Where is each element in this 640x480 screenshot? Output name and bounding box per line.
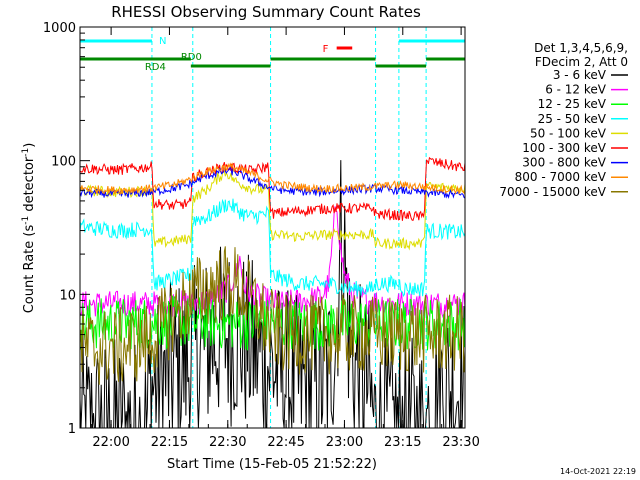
- status-flag-bars: N F RD0 RD4: [80, 36, 465, 73]
- plot-frame: [79, 26, 466, 429]
- y-axis-label-end: ): [22, 143, 37, 148]
- legend-label-0: 3 - 6 keV: [553, 68, 607, 82]
- x-tick-label-1: 22:15: [151, 435, 188, 450]
- legend-header-1: Det 1,3,4,5,6,9,: [534, 41, 628, 55]
- x-tick-label-6: 23:30: [442, 435, 479, 450]
- rd4-flag-label: RD4: [145, 62, 166, 73]
- legend: Det 1,3,4,5,6,9, FDecim 2, Att 0 3 - 6 k…: [499, 41, 628, 199]
- chart-title: RHESSI Observing Summary Count Rates: [111, 3, 421, 21]
- legend-label-8: 7000 - 15000 keV: [499, 185, 606, 199]
- x-tick-label-2: 22:30: [209, 435, 246, 450]
- x-tick-label-4: 23:00: [326, 435, 363, 450]
- x-tick-label-0: 22:00: [92, 435, 129, 450]
- y-tick-label-2: 100: [51, 155, 76, 170]
- legend-label-4: 50 - 100 keV: [530, 126, 607, 140]
- rd0-flag-label: RD0: [181, 52, 202, 63]
- timestamp: 14-Oct-2021 22:19: [560, 467, 636, 476]
- y-axis-label-mid: detector: [22, 156, 37, 216]
- n-flag-label: N: [159, 36, 166, 47]
- night-interval-lines: [151, 27, 427, 428]
- y-axis-label: Count Rate (s-1 detector-1): [21, 143, 37, 314]
- x-axis: 22:00 22:15 22:30 22:45 23:00 23:15 23:30: [91, 27, 480, 450]
- x-tick-label-3: 22:45: [267, 435, 304, 450]
- series-group: [79, 156, 466, 429]
- y-tick-label-0: 1: [68, 422, 76, 437]
- y-axis-label-sup2: -1: [21, 148, 31, 157]
- series-line-7: [79, 162, 466, 195]
- legend-label-5: 100 - 300 keV: [522, 141, 606, 155]
- y-axis-label-sup1: -1: [21, 216, 31, 225]
- series-line-6: [79, 166, 466, 200]
- legend-label-2: 12 - 25 keV: [538, 97, 607, 111]
- x-axis-label: Start Time (15-Feb-05 21:52:22): [167, 457, 377, 472]
- y-tick-label-1: 10: [59, 288, 76, 303]
- legend-header-2: FDecim 2, Att 0: [535, 55, 628, 69]
- legend-label-7: 800 - 7000 keV: [515, 170, 607, 184]
- legend-label-3: 25 - 50 keV: [538, 112, 607, 126]
- legend-label-6: 300 - 800 keV: [522, 156, 606, 170]
- f-flag-label: F: [323, 44, 329, 55]
- series-line-5: [79, 156, 466, 222]
- legend-label-1: 6 - 12 keV: [545, 83, 607, 97]
- series-line-8: [79, 246, 466, 385]
- y-axis-label-main: Count Rate (s: [22, 225, 37, 314]
- y-tick-label-3: 1000: [43, 21, 76, 36]
- series-line-3: [79, 198, 466, 298]
- y-axis: 1 10 100 1000: [43, 21, 90, 437]
- x-tick-label-5: 23:15: [384, 435, 421, 450]
